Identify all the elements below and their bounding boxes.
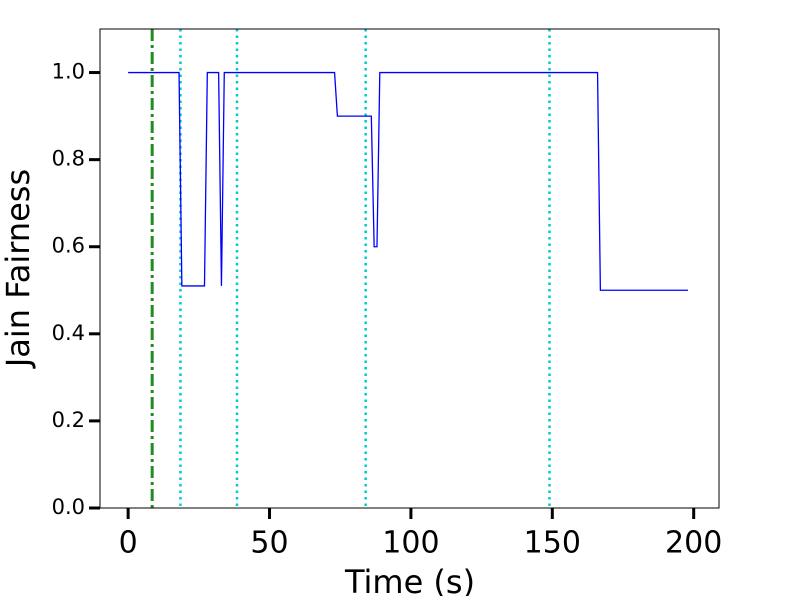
x-tick-label: 0 bbox=[119, 526, 138, 561]
y-tick-label: 0.8 bbox=[52, 147, 85, 171]
x-tick-label: 50 bbox=[250, 526, 288, 561]
y-tick-label: 0.4 bbox=[52, 321, 85, 345]
y-axis-label: Jain Fairness bbox=[0, 169, 37, 369]
y-tick-label: 0.2 bbox=[52, 408, 85, 432]
x-tick-label: 100 bbox=[382, 526, 439, 561]
x-tick-label: 150 bbox=[524, 526, 581, 561]
x-tick-label: 200 bbox=[665, 526, 722, 561]
y-tick-label: 0.6 bbox=[52, 234, 85, 258]
plot-frame bbox=[99, 28, 720, 509]
x-axis-label: Time (s) bbox=[344, 563, 475, 596]
y-tick-label: 1.0 bbox=[52, 60, 85, 84]
y-tick-label: 0.0 bbox=[52, 495, 85, 519]
data-line bbox=[128, 71, 689, 291]
